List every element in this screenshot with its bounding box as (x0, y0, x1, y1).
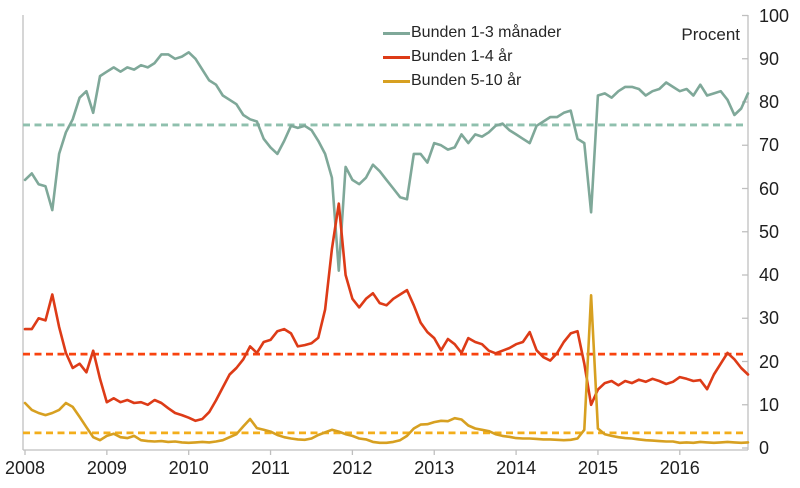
legend-line-swatch-red (383, 55, 410, 59)
y-tick-label: 60 (759, 178, 780, 199)
x-tick-label: 2009 (86, 458, 127, 478)
legend-line-swatch-teal (383, 31, 410, 35)
legend: Bunden 1-3 månader Bunden 1-4 år Bunden … (383, 21, 561, 93)
legend-label: Bunden 1-4 år (411, 48, 513, 65)
y-tick-label: 90 (759, 48, 780, 69)
y-tick-label: 40 (759, 265, 780, 285)
legend-item-bunden-5-10-ar: Bunden 5-10 år (383, 69, 561, 93)
y-tick-label: 50 (759, 221, 780, 242)
x-tick-label: 2015 (577, 458, 618, 478)
y-tick-label: 0 (759, 438, 770, 458)
x-tick-label: 2012 (332, 458, 373, 478)
x-tick-label: 2013 (414, 458, 455, 478)
x-tick-label: 2016 (659, 458, 700, 478)
x-tick-label: 2008 (4, 458, 46, 478)
y-tick-label: 70 (759, 135, 780, 156)
series-line-1 (23, 202, 750, 423)
y-tick-label: 30 (759, 308, 780, 329)
y-tick-label: 10 (759, 394, 780, 415)
y-tick-label: 20 (759, 351, 780, 372)
series-line-2 (23, 293, 750, 445)
legend-item-bunden-1-3-manader: Bunden 1-3 månader (383, 21, 561, 45)
legend-item-bunden-1-4-ar: Bunden 1-4 år (383, 45, 561, 69)
legend-line-swatch-yellow (383, 79, 410, 83)
series-line-0 (23, 50, 750, 273)
y-tick-label: 100 (759, 5, 790, 26)
x-tick-label: 2010 (168, 458, 209, 478)
legend-label: Bunden 5-10 år (411, 72, 522, 89)
x-tick-label: 2014 (496, 458, 537, 478)
x-tick-label: 2011 (251, 458, 290, 478)
y-tick-label: 80 (759, 92, 780, 112)
legend-label: Bunden 1-3 månader (411, 24, 562, 41)
y-axis-title: Procent (681, 25, 740, 44)
